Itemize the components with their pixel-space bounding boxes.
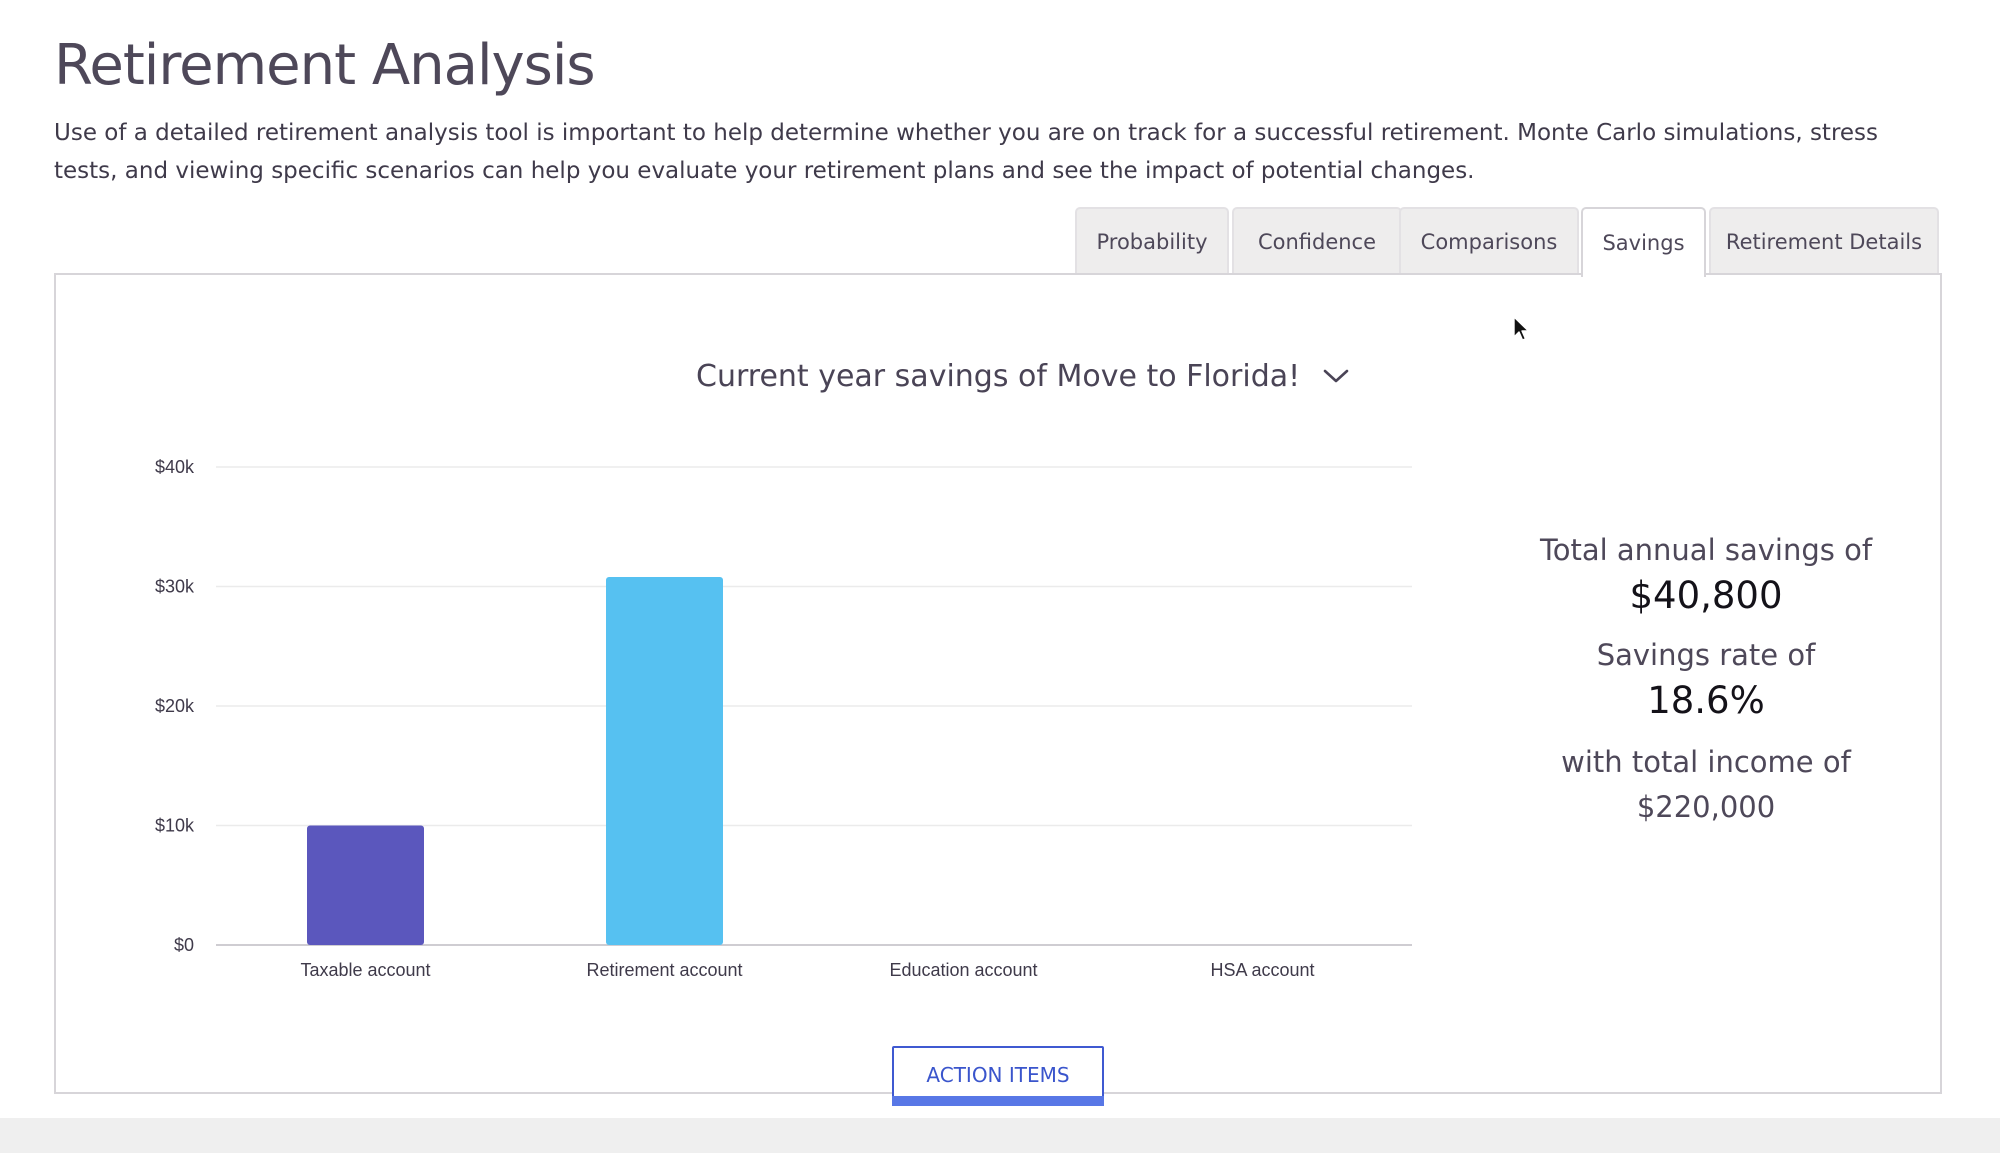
action-items-button[interactable]: ACTION ITEMS bbox=[892, 1046, 1104, 1106]
y-tick-label: $0 bbox=[174, 935, 194, 955]
savings-rate-label: Savings rate of bbox=[1596, 638, 1816, 672]
tab-savings[interactable]: Savings bbox=[1581, 207, 1706, 277]
x-tick-label: Taxable account bbox=[300, 960, 430, 980]
total-income-label: with total income of bbox=[1561, 745, 1851, 779]
tab-comparisons[interactable]: Comparisons bbox=[1399, 207, 1579, 274]
savings-summary: Total annual savings of $40,800 Savings … bbox=[1436, 530, 1976, 830]
tab-retirement-details[interactable]: Retirement Details bbox=[1709, 207, 1939, 274]
page-description: Use of a detailed retirement analysis to… bbox=[54, 120, 1879, 184]
total-savings-value: $40,800 bbox=[1629, 574, 1783, 617]
x-tick-label: Education account bbox=[889, 960, 1037, 980]
savings-panel: Current year savings of Move to Florida!… bbox=[54, 273, 1942, 1094]
total-income-value: $220,000 bbox=[1636, 790, 1776, 824]
y-tick-label: $10k bbox=[155, 816, 195, 836]
tab-probability[interactable]: Probability bbox=[1075, 207, 1229, 274]
bottom-scroll-area bbox=[0, 1118, 2000, 1153]
bar[interactable] bbox=[307, 825, 424, 946]
scenario-label: Current year savings of Move to Florida! bbox=[696, 358, 1301, 394]
page-title: Retirement Analysis bbox=[54, 33, 596, 98]
chevron-down-icon bbox=[1323, 369, 1349, 383]
bar[interactable] bbox=[606, 576, 723, 945]
y-tick-label: $40k bbox=[155, 457, 195, 477]
y-tick-label: $20k bbox=[155, 696, 195, 716]
tab-confidence[interactable]: Confidence bbox=[1232, 207, 1402, 274]
x-tick-label: Retirement account bbox=[586, 960, 742, 980]
savings-rate-value: 18.6% bbox=[1647, 679, 1765, 722]
savings-bar-chart: $0 $10k $20k $30k $40k Taxable account Retirem… bbox=[155, 457, 1412, 980]
total-savings-label: Total annual savings of bbox=[1539, 533, 1873, 567]
mouse-cursor-icon bbox=[1513, 316, 1530, 341]
y-tick-label: $30k bbox=[155, 577, 195, 597]
scenario-dropdown[interactable]: Current year savings of Move to Florida! bbox=[696, 350, 1350, 402]
x-tick-label: HSA account bbox=[1210, 960, 1314, 980]
